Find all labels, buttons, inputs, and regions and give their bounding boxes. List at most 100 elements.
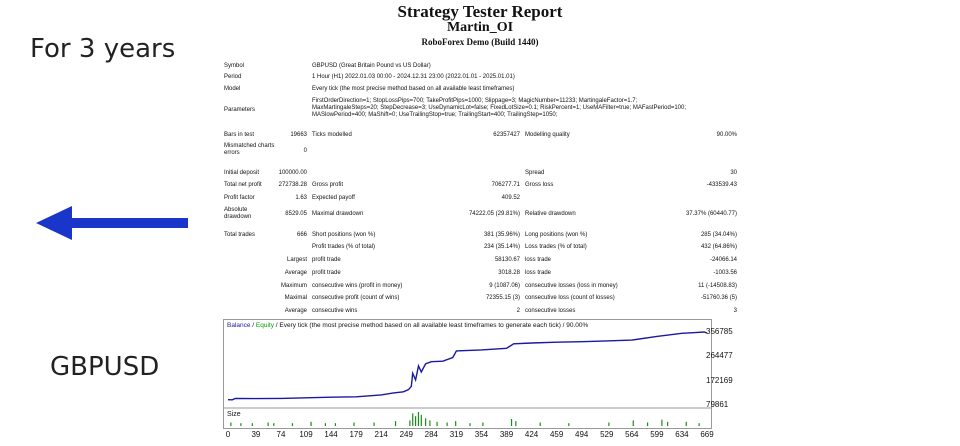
largest-label: Largest xyxy=(286,257,307,263)
max-cons-wins-value: 9 (1087.06) xyxy=(489,283,520,289)
x-tick-label: 529 xyxy=(600,430,614,439)
parameters-label: Parameters xyxy=(224,107,256,113)
average-profit-label: profit trade xyxy=(312,270,341,276)
relative-drawdown-value: 37.37% (60440.77) xyxy=(685,211,737,217)
model-label: Model xyxy=(224,86,241,92)
largest-profit-label: profit trade xyxy=(312,257,341,263)
maximal-label: Maximal xyxy=(284,295,307,301)
symbol-caption: GBPUSD xyxy=(50,352,160,382)
x-tick-label: 74 xyxy=(276,430,286,439)
profit-factor-label: Profit factor xyxy=(224,195,255,201)
gross-profit-value: 706277.71 xyxy=(491,182,520,188)
expected-payoff-label: Expected payoff xyxy=(312,195,355,201)
max-cons-wins-label: consecutive wins (profit in money) xyxy=(312,283,403,289)
largest-profit-value: 58130.67 xyxy=(494,257,520,263)
x-tick-label: 284 xyxy=(424,430,438,439)
y-tick-label: 79861 xyxy=(706,400,729,409)
size-panel-label: Size xyxy=(227,411,241,418)
loss-trades-label: Loss trades (% of total) xyxy=(525,244,587,250)
report-title: Strategy Tester Report xyxy=(397,2,563,21)
x-tick-label: 389 xyxy=(499,430,514,439)
symbol-label: Symbol xyxy=(224,63,245,69)
profit-factor-value: 1.63 xyxy=(295,195,307,201)
expert-name: Martin_OI xyxy=(446,20,514,35)
chart-heading-equity: Equity xyxy=(255,322,274,329)
x-tick-label: 319 xyxy=(449,430,464,439)
y-tick-label: 264477 xyxy=(706,351,733,361)
bars-label: Bars in test xyxy=(224,132,255,138)
period-label: Period xyxy=(224,74,242,80)
ticks-value: 62357427 xyxy=(493,132,520,138)
chart-heading: Balance / Equity / Every tick (the most … xyxy=(227,322,588,329)
x-tick-label: 634 xyxy=(675,430,689,439)
x-tick-label: 249 xyxy=(399,430,413,439)
chart-heading-model: / Every tick (the most precise method ba… xyxy=(274,322,589,329)
quality-value: 90.00% xyxy=(716,132,737,138)
average-loss-label: loss trade xyxy=(525,270,552,276)
x-tick-label: 0 xyxy=(225,430,231,439)
maximal-drawdown-value: 74222.05 (29.81%) xyxy=(468,211,520,217)
total-trades-value: 666 xyxy=(296,232,307,238)
maximal-loss-label: consecutive loss (count of losses) xyxy=(525,295,615,301)
x-tick-label: 109 xyxy=(299,430,313,439)
initial-deposit-value: 100000.00 xyxy=(278,170,307,176)
average-loss-value: -1003.56 xyxy=(713,270,737,276)
loss-trades-value: 432 (64.86%) xyxy=(700,244,737,250)
left-arrow-icon xyxy=(36,206,188,240)
maximal-loss-value: -51760.36 (5) xyxy=(700,295,737,301)
parameters-value: FirstOrderDirection=1; StopLossPips=700;… xyxy=(312,98,687,118)
long-positions-label: Long positions (won %) xyxy=(525,232,588,238)
absolute-drawdown-value: 8529.05 xyxy=(285,211,307,217)
total-trades-label: Total trades xyxy=(224,232,256,238)
chart-heading-balance: Balance xyxy=(227,322,251,329)
gross-loss-value: -433539.43 xyxy=(706,182,737,188)
avg-cons-losses-value: 3 xyxy=(733,308,737,314)
relative-drawdown-label: Relative drawdown xyxy=(525,211,576,217)
net-profit-value: 272738.28 xyxy=(278,182,307,188)
broker-build: RoboForex Demo (Build 1440) xyxy=(421,37,539,47)
period-caption: For 3 years xyxy=(30,34,176,64)
y-tick-label: 172169 xyxy=(706,375,733,385)
balance-chart-canvas xyxy=(224,331,711,426)
expected-payoff-value: 409.52 xyxy=(501,195,520,201)
maximal-profit-value: 72355.15 (3) xyxy=(485,295,520,301)
model-value: Every tick (the most precise method base… xyxy=(312,86,515,92)
average-label: Average xyxy=(284,270,307,276)
initial-deposit-label: Initial deposit xyxy=(224,170,260,176)
x-tick-label: 494 xyxy=(575,430,589,439)
period-value: 1 Hour (H1) 2022.01.03 00:00 - 2024.12.3… xyxy=(312,74,515,80)
x-tick-label: 669 xyxy=(700,430,714,439)
largest-loss-value: -24066.14 xyxy=(709,257,737,263)
x-tick-label: 214 xyxy=(374,430,388,439)
x-tick-label: 564 xyxy=(625,430,639,439)
spread-label: Spread xyxy=(525,170,545,176)
maximal-profit-label: consecutive profit (count of wins) xyxy=(312,295,400,301)
y-tick-label: 356785 xyxy=(706,327,733,336)
spread-value: 30 xyxy=(730,170,737,176)
long-positions-value: 285 (34.04%) xyxy=(700,232,737,238)
gross-loss-label: Gross loss xyxy=(525,182,554,188)
ticks-label: Ticks modelled xyxy=(312,132,352,138)
mismatch-label: Mismatched charts errors xyxy=(224,143,275,156)
x-tick-label: 459 xyxy=(549,430,564,439)
largest-loss-label: loss trade xyxy=(525,257,552,263)
bars-value: 19663 xyxy=(290,132,307,138)
max-cons-losses-value: 11 (-14508.83) xyxy=(698,283,737,289)
x-tick-label: 354 xyxy=(474,430,489,439)
avg-cons-wins-label: consecutive wins xyxy=(312,308,358,314)
profit-trades-value: 234 (35.14%) xyxy=(483,244,520,250)
net-profit-label: Total net profit xyxy=(224,182,262,188)
x-tick-label: 144 xyxy=(324,430,338,439)
average-profit-value: 3018.28 xyxy=(498,270,520,276)
x-tick-label: 179 xyxy=(349,430,363,439)
mismatch-value: 0 xyxy=(303,148,307,154)
short-positions-value: 381 (35.96%) xyxy=(483,232,520,238)
quality-label: Modelling quality xyxy=(525,132,570,138)
absolute-drawdown-label: Absolute drawdown xyxy=(224,207,252,220)
avg-cons-losses-label: consecutive losses xyxy=(525,308,576,314)
maximum-label: Maximum xyxy=(280,283,307,289)
max-cons-losses-label: consecutive losses (loss in money) xyxy=(525,283,618,289)
symbol-value: GBPUSD (Great Britain Pound vs US Dollar… xyxy=(312,63,431,69)
gross-profit-label: Gross profit xyxy=(312,182,344,188)
average-cons-label: Average xyxy=(284,308,307,314)
